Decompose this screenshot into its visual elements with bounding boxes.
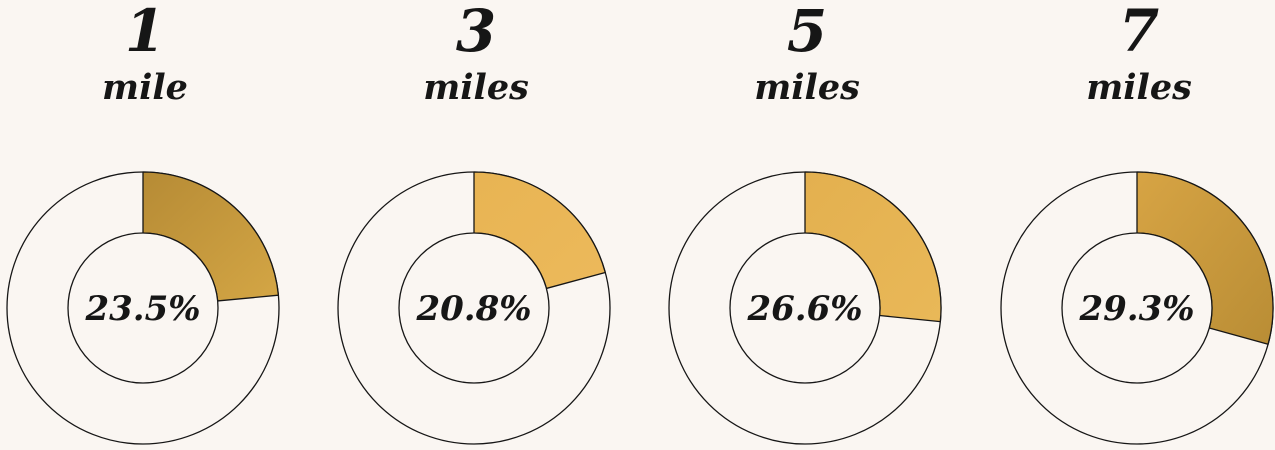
distance-number: 7 [1118,0,1160,65]
distance-unit: mile [102,67,188,108]
percentage-label: 26.6% [746,289,862,329]
percentage-label: 20.8% [415,289,531,329]
distance-unit: miles [1086,67,1192,108]
donut-hole [1061,232,1213,384]
donut-chart-5-miles: 26.6% [668,171,942,445]
donut-chart-1-mile: 23.5% [6,171,280,445]
distance-number: 5 [786,0,828,65]
distance-unit: miles [423,67,529,108]
percentage-label: 29.3% [1078,289,1194,329]
distance-unit: miles [754,67,860,108]
panel-5-miles: 5 miles 26.6% [662,0,952,450]
panel-3-miles: 3 miles 20.8% [331,0,621,450]
donut-chart-3-miles: 20.8% [337,171,611,445]
panel-7-miles: 7 miles 29.3% [994,0,1275,450]
donut-chart-7-miles: 29.3% [1000,171,1274,445]
distance-number: 1 [124,0,166,65]
donut-hole [729,232,881,384]
donut-hole [398,232,550,384]
distance-number: 3 [455,0,497,65]
percentage-label: 23.5% [84,289,200,329]
panel-1-mile: 1 mile 23.5% [0,0,290,450]
donut-hole [67,232,219,384]
